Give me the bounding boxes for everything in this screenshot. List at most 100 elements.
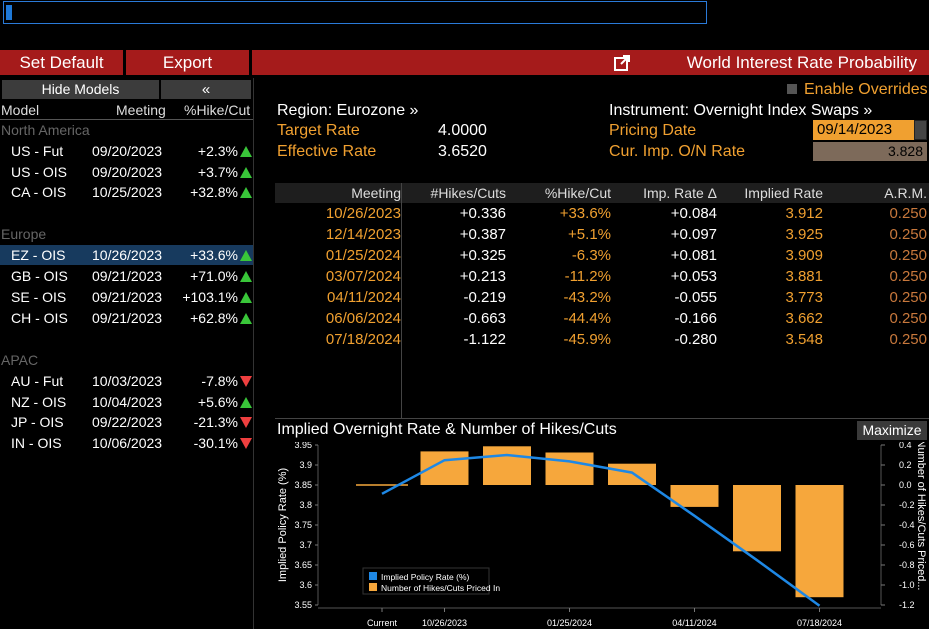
table-row[interactable]: 01/25/2024 +0.325 -6.3% +0.081 3.909 0.250 xyxy=(275,246,929,267)
list-item-selected[interactable]: EZ - OIS 10/26/2023 +33.6% xyxy=(0,245,253,265)
y2-tick-label: -1.2 xyxy=(899,600,915,610)
cell-hikes-cuts: -0.219 xyxy=(463,289,506,306)
cell-arm: 0.250 xyxy=(889,205,927,222)
y-tick-label: 3.8 xyxy=(299,500,312,510)
hike-cut-pct: -21.3% xyxy=(193,414,238,430)
command-cursor xyxy=(6,5,12,20)
enable-overrides-label[interactable]: Enable Overrides xyxy=(804,81,928,98)
cell-meeting: 04/11/2024 xyxy=(327,289,401,306)
col-meeting[interactable]: Meeting xyxy=(351,185,401,201)
cur-imp-rate-input[interactable]: 3.828 xyxy=(813,142,927,161)
set-default-button[interactable]: Set Default xyxy=(19,53,104,72)
col-arm[interactable]: A.R.M. xyxy=(884,185,927,201)
target-rate-value: 4.0000 xyxy=(438,122,487,139)
collapse-panel-button[interactable]: « xyxy=(161,80,251,99)
meeting-date: 09/20/2023 xyxy=(92,164,163,180)
table-row[interactable]: 03/07/2024 +0.213 -11.2% +0.053 3.881 0.250 xyxy=(275,267,929,288)
cell-pct-hike-cut: -44.4% xyxy=(563,310,611,327)
cell-meeting: 10/26/2023 xyxy=(325,205,401,222)
enable-overrides-checkbox[interactable] xyxy=(787,84,797,94)
table-row[interactable]: 04/11/2024 -0.219 -43.2% -0.055 3.773 0.250 xyxy=(275,288,929,309)
cell-meeting: 06/06/2024 xyxy=(325,310,401,327)
cell-pct-hike-cut: +5.1% xyxy=(568,226,611,243)
list-item[interactable]: SE - OIS 09/21/2023 +103.1% xyxy=(0,287,253,307)
calendar-icon[interactable] xyxy=(914,120,927,140)
chart-title: Implied Overnight Rate & Number of Hikes… xyxy=(277,421,617,438)
model-name: US - Fut xyxy=(11,143,64,159)
list-item[interactable]: CA - OIS 10/25/2023 +32.8% xyxy=(0,182,253,202)
table-row[interactable]: 10/26/2023 +0.336 +33.6% +0.084 3.912 0.250 xyxy=(275,204,929,225)
command-line-input[interactable] xyxy=(3,1,707,24)
legend-box xyxy=(362,567,490,595)
popout-icon[interactable] xyxy=(613,54,631,72)
col-imp-rate-delta[interactable]: Imp. Rate Δ xyxy=(643,185,717,201)
cell-pct-hike-cut: -45.9% xyxy=(563,331,611,348)
cell-arm: 0.250 xyxy=(889,268,927,285)
model-name: CH - OIS xyxy=(11,310,68,326)
export-button[interactable]: Export xyxy=(162,53,213,72)
table-bottom-rule xyxy=(275,418,929,419)
cell-implied-rate: 3.773 xyxy=(785,289,823,306)
up-arrow-icon xyxy=(240,187,252,198)
meeting-date: 10/26/2023 xyxy=(92,247,163,263)
legend-label: Number of Hikes/Cuts Priced In xyxy=(381,583,500,593)
cell-pct-hike-cut: -43.2% xyxy=(563,289,611,306)
cell-arm: 0.250 xyxy=(889,226,927,243)
table-row[interactable]: 12/14/2023 +0.387 +5.1% +0.097 3.925 0.250 xyxy=(275,225,929,246)
pricing-date-input[interactable]: 09/14/2023 xyxy=(813,120,914,140)
model-name: JP - OIS xyxy=(11,414,64,430)
up-arrow-icon xyxy=(240,313,252,324)
list-item[interactable]: US - OIS 09/20/2023 +3.7% xyxy=(0,162,253,182)
model-name: NZ - OIS xyxy=(11,394,67,410)
cell-imp-rate-delta: +0.097 xyxy=(670,226,717,243)
cell-implied-rate: 3.912 xyxy=(785,205,823,222)
up-arrow-icon xyxy=(240,271,252,282)
table-row[interactable]: 07/18/2024 -1.122 -45.9% -0.280 3.548 0.250 xyxy=(275,330,929,351)
y2-tick-label: 0.4 xyxy=(899,442,912,450)
bar xyxy=(545,452,594,485)
cur-imp-rate-label: Cur. Imp. O/N Rate xyxy=(609,143,746,160)
list-item[interactable]: NZ - OIS 10/04/2023 +5.6% xyxy=(0,392,253,412)
region-selector[interactable]: Region: Eurozone » xyxy=(277,102,419,119)
x-tick-label: 07/18/2024 xyxy=(797,618,842,628)
list-item[interactable]: CH - OIS 09/21/2023 +62.8% xyxy=(0,308,253,328)
rate-chart: 3.95 3.9 3.85 3.8 3.75 3.7 3.65 3.6 3.55 0.4 0.2 0.… xyxy=(277,442,927,628)
y-tick-label: 3.6 xyxy=(299,580,312,590)
table-row[interactable]: 06/06/2024 -0.663 -44.4% -0.166 3.662 0.250 xyxy=(275,309,929,330)
y2-tick-label: -0.4 xyxy=(899,520,915,530)
hide-models-button[interactable]: Hide Models xyxy=(2,80,159,99)
hike-cut-pct: +33.6% xyxy=(190,247,238,263)
meeting-date: 10/25/2023 xyxy=(92,184,163,200)
cell-implied-rate: 3.881 xyxy=(785,268,823,285)
y-tick-label: 3.85 xyxy=(294,480,312,490)
x-tick-label: Current xyxy=(367,618,398,628)
model-name: CA - OIS xyxy=(11,184,67,200)
meeting-column-header[interactable]: Meeting xyxy=(116,102,166,118)
cell-imp-rate-delta: -0.055 xyxy=(674,289,717,306)
hike-cut-pct: +32.8% xyxy=(190,184,238,200)
list-item[interactable]: GB - OIS 09/21/2023 +71.0% xyxy=(0,266,253,286)
y2-axis-label: Number of Hikes/Cuts Priced... xyxy=(915,442,927,591)
instrument-selector[interactable]: Instrument: Overnight Index Swaps » xyxy=(609,102,873,119)
list-item[interactable]: JP - OIS 09/22/2023 -21.3% xyxy=(0,412,253,432)
list-item[interactable]: AU - Fut 10/03/2023 -7.8% xyxy=(0,371,253,391)
cell-meeting: 07/18/2024 xyxy=(325,331,401,348)
col-implied-rate[interactable]: Implied Rate xyxy=(744,185,823,201)
hike-cut-pct: +103.1% xyxy=(182,289,238,305)
list-item[interactable]: IN - OIS 10/06/2023 -30.1% xyxy=(0,433,253,453)
group-label: North America xyxy=(1,122,90,138)
up-arrow-icon xyxy=(240,397,252,408)
y-axis-label: Implied Policy Rate (%) xyxy=(277,468,289,582)
model-column-header[interactable]: Model xyxy=(1,102,40,118)
hike-cut-column-header[interactable]: %Hike/Cut xyxy=(184,102,251,118)
implied-rate-line xyxy=(381,453,821,607)
model-name: SE - OIS xyxy=(11,289,67,305)
col-pct-hike-cut[interactable]: %Hike/Cut xyxy=(544,185,611,201)
cell-hikes-cuts: +0.213 xyxy=(459,268,506,285)
list-item[interactable]: US - Fut 09/20/2023 +2.3% xyxy=(0,141,253,161)
col-hikes-cuts[interactable]: #Hikes/Cuts xyxy=(430,185,506,201)
bar xyxy=(608,463,656,485)
maximize-button[interactable]: Maximize xyxy=(857,421,927,440)
hike-cut-pct: +5.6% xyxy=(197,394,238,410)
cell-meeting: 03/07/2024 xyxy=(325,268,401,285)
